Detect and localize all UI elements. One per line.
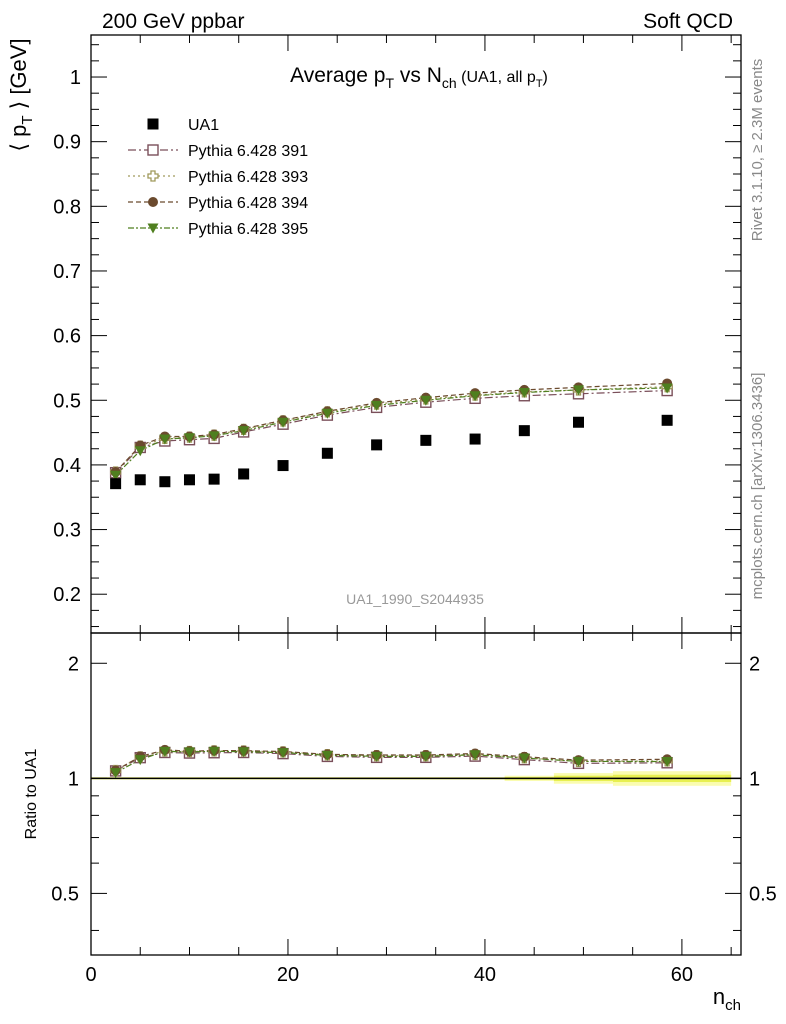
ratio-point xyxy=(518,753,530,764)
y-tick-label: 0.9 xyxy=(53,132,81,154)
ratio-uncertainty-band xyxy=(91,771,741,786)
series-point xyxy=(238,426,250,437)
series-point xyxy=(371,400,383,411)
data-point xyxy=(420,434,432,446)
main-series-layer xyxy=(109,378,673,490)
y-axis-label: ⟨ pT ⟩ [GeV] xyxy=(6,38,36,151)
ratio-tick-label: 0.5 xyxy=(51,883,79,905)
ratio-point xyxy=(371,751,383,762)
data-point xyxy=(321,447,333,459)
y-tick-label: 0.2 xyxy=(53,584,81,606)
x-axis-tick-labels: 0 20 40 60 xyxy=(85,964,693,986)
ratio-tick-label: 2 xyxy=(68,653,79,675)
series-point xyxy=(134,446,146,457)
data-point xyxy=(573,416,584,428)
y-tick-label: 0.8 xyxy=(53,196,81,218)
y-tick-label: 0.6 xyxy=(53,326,81,348)
ratio-point xyxy=(321,750,333,761)
ratio-tick-label: 1 xyxy=(749,768,760,790)
ratio-tick-label: 2 xyxy=(749,653,760,675)
data-point xyxy=(371,439,383,451)
series-point xyxy=(573,385,584,396)
main-plot-panel: 0.2 0.3 0.4 0.5 0.6 0.7 0.8 0.9 1 Average pT vs … xyxy=(6,34,742,634)
x-tick-label: 40 xyxy=(474,964,496,986)
y-tick-label: 1 xyxy=(70,67,81,89)
ratio-axis-label: Ratio to UA1 xyxy=(23,749,40,840)
series-point xyxy=(110,470,122,481)
data-point xyxy=(277,460,289,472)
ratio-point xyxy=(134,755,146,766)
series-point xyxy=(420,395,432,406)
ratio-point xyxy=(238,747,250,758)
series-line xyxy=(115,387,668,476)
data-point xyxy=(159,476,171,488)
x-axis-label: nch xyxy=(713,984,741,1014)
series-line xyxy=(115,386,668,473)
ratio-tick-label: 1 xyxy=(68,768,79,790)
ratio-point xyxy=(110,768,122,779)
mcplots-reference-label: mcplots.cern.ch [arXiv:1306.3436] xyxy=(749,373,766,600)
main-axis-ticks: 0.2 0.3 0.4 0.5 0.6 0.7 0.8 0.9 1 xyxy=(53,35,741,633)
series-point xyxy=(208,431,220,442)
series-point xyxy=(277,417,289,428)
analysis-id-label: UA1_1990_S2044935 xyxy=(346,591,484,607)
legend-marker xyxy=(147,170,159,182)
ratio-point xyxy=(573,756,584,767)
legend-marker xyxy=(147,118,159,130)
data-point xyxy=(469,433,481,445)
legend-label: Pythia 6.428 395 xyxy=(188,221,308,238)
series-point xyxy=(661,383,673,394)
ratio-axis-ticks: 0.5 0.5 1 1 2 2 xyxy=(51,633,777,955)
ratio-tick-label: 0.5 xyxy=(749,883,777,905)
chart-title: Average pT vs Nch (UA1, all pT) xyxy=(290,64,548,91)
ratio-point xyxy=(420,751,432,762)
data-point xyxy=(208,473,220,485)
series-point xyxy=(321,408,333,419)
legend-marker xyxy=(148,197,158,207)
data-point xyxy=(238,468,250,480)
data-point xyxy=(183,474,195,486)
series-line xyxy=(115,382,668,473)
data-point xyxy=(661,414,673,426)
data-point xyxy=(110,478,122,490)
series-point xyxy=(159,434,171,445)
series-point xyxy=(518,388,530,399)
legend-label: Pythia 6.428 394 xyxy=(188,195,308,212)
legend-label: UA1 xyxy=(188,117,219,134)
y-tick-label: 0.3 xyxy=(53,520,81,542)
series-point xyxy=(183,433,195,444)
legend-label: Pythia 6.428 391 xyxy=(188,143,308,160)
ratio-point xyxy=(469,750,481,761)
y-tick-label: 0.7 xyxy=(53,261,81,283)
ratio-point xyxy=(208,746,220,757)
data-point xyxy=(518,425,530,437)
x-tick-label: 60 xyxy=(671,964,693,986)
ratio-point xyxy=(661,757,673,768)
x-tick-label: 20 xyxy=(277,964,299,986)
legend: UA1 Pythia 6.428 391 Pythia 6.428 393 Pythi… xyxy=(128,117,308,238)
ratio-series-line xyxy=(115,751,668,772)
header-category-label: Soft QCD xyxy=(643,10,733,33)
y-tick-label: 0.5 xyxy=(53,390,81,412)
y-tick-label: 0.4 xyxy=(53,455,81,477)
ratio-point xyxy=(159,746,171,757)
legend-marker xyxy=(147,223,159,234)
rivet-version-label: Rivet 3.1.10, ≥ 2.3M events xyxy=(749,59,766,242)
ratio-plot-panel: 0.5 0.5 1 1 2 2 Ratio to UA1 xyxy=(23,632,777,956)
ratio-plot-frame xyxy=(90,632,742,956)
x-tick-label: 0 xyxy=(85,964,96,986)
legend-label: Pythia 6.428 393 xyxy=(188,169,308,186)
series-point xyxy=(469,391,481,402)
ratio-point xyxy=(183,747,195,758)
header-energy-label: 200 GeV ppbar xyxy=(102,10,244,33)
data-point xyxy=(134,474,146,486)
ratio-point xyxy=(277,748,289,759)
legend-marker xyxy=(147,144,159,156)
ratio-series-layer xyxy=(109,744,673,779)
